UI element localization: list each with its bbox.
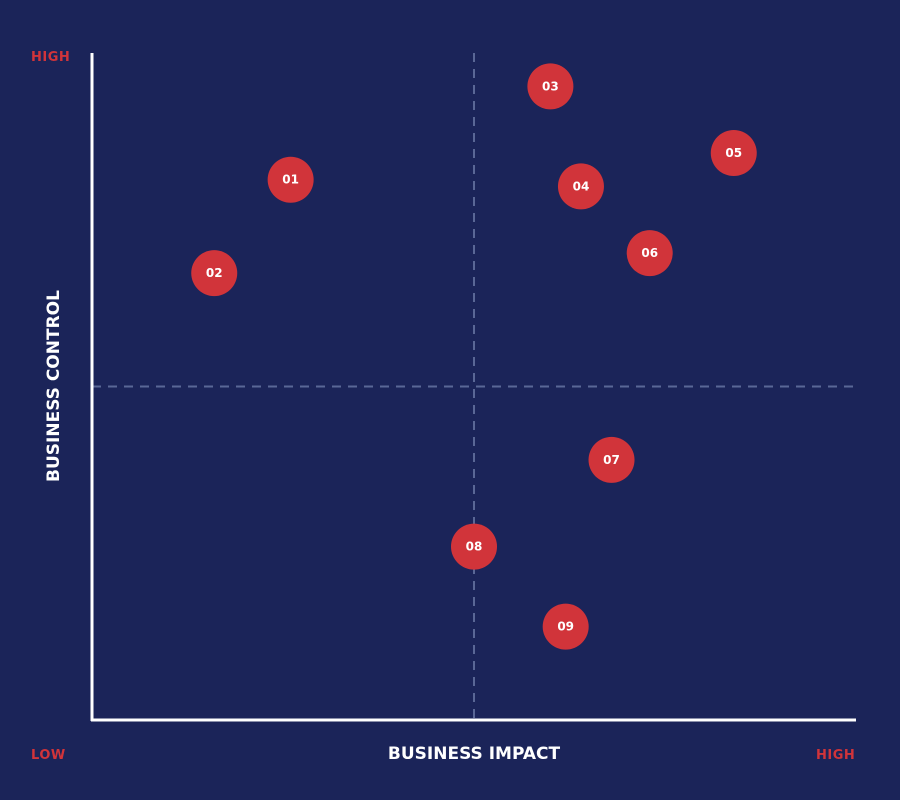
data-point: 03 (527, 63, 574, 110)
data-point-marker (191, 250, 238, 297)
data-point: 06 (626, 230, 673, 277)
data-point-marker (557, 163, 604, 210)
data-point-marker (710, 130, 757, 177)
x-axis-title: BUSINESS IMPACT (387, 744, 561, 764)
data-point-marker (527, 63, 574, 110)
data-point-label: 09 (557, 620, 574, 634)
y-axis-high-label: HIGH (31, 50, 71, 65)
data-point-marker (588, 436, 635, 483)
data-point-label: 08 (466, 540, 483, 554)
data-point-marker (451, 523, 497, 570)
data-point-label: 04 (573, 179, 590, 193)
data-point-label: 06 (641, 246, 658, 260)
data-point: 09 (542, 603, 589, 650)
data-point: 08 (451, 523, 497, 570)
data-point-label: 03 (542, 79, 559, 93)
data-point-marker (626, 230, 673, 277)
data-point: 02 (191, 250, 238, 297)
x-axis-high-label: HIGH (816, 748, 856, 763)
y-axis-title: BUSINESS CONTROL (44, 290, 64, 482)
data-point: 04 (557, 163, 604, 210)
data-point: 07 (588, 436, 635, 483)
data-point-label: 01 (282, 173, 299, 187)
data-point: 05 (710, 130, 757, 177)
data-point-label: 05 (725, 146, 742, 160)
data-point-label: 02 (206, 266, 223, 280)
data-point-label: 07 (603, 453, 620, 467)
data-point-marker (542, 603, 589, 650)
x-axis-low-label: LOW (31, 748, 66, 763)
data-point-marker (267, 156, 314, 203)
data-point: 01 (267, 156, 314, 203)
